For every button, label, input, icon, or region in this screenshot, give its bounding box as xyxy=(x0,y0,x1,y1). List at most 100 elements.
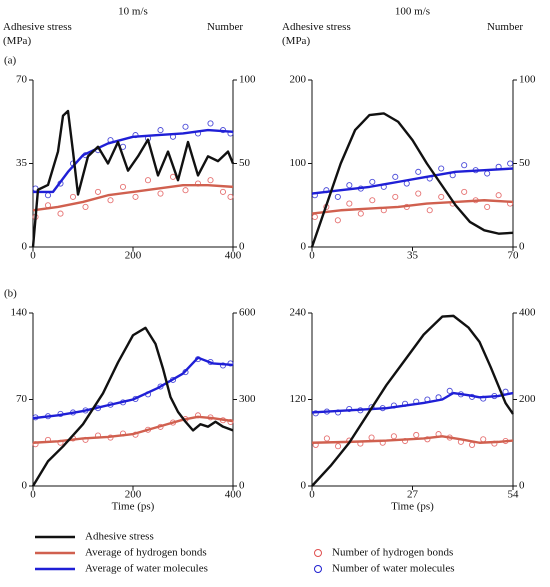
axis-title: Adhesive stress (MPa) xyxy=(282,21,351,47)
data-point xyxy=(507,160,514,167)
data-point xyxy=(415,190,422,197)
data-point xyxy=(346,200,353,207)
data-point xyxy=(219,188,227,195)
x-axis-title: Time (ps) xyxy=(391,501,434,513)
legend-label: Average of water molecules xyxy=(85,563,208,575)
legend-label: Number of water molecules xyxy=(332,563,454,575)
y-tick-label: 0 xyxy=(301,241,307,253)
y-tick-label: 120 xyxy=(290,393,307,405)
y-tick-label: 0 xyxy=(22,241,28,253)
column-title: 100 m/s xyxy=(395,6,430,18)
data-point xyxy=(334,193,341,200)
y2-tick-label: 50 xyxy=(519,157,531,169)
y-tick-label: 100 xyxy=(290,157,307,169)
x-tick-label: 200 xyxy=(125,250,142,262)
y2-tick-label: 0 xyxy=(239,241,245,253)
data-line xyxy=(32,415,234,444)
data-point xyxy=(390,433,397,440)
y2-tick-label: 300 xyxy=(239,393,256,405)
y2-tick-label: 0 xyxy=(519,480,525,492)
x-tick-label: 70 xyxy=(508,250,520,262)
data-point xyxy=(144,177,152,184)
legend-label: Adhesive stress xyxy=(85,531,154,543)
panel-label: (b) xyxy=(4,288,17,300)
data-point xyxy=(484,170,491,177)
data-point xyxy=(369,178,376,185)
data-point xyxy=(438,193,445,200)
panel-label: (a) xyxy=(4,55,17,67)
axis-title: Number xyxy=(206,21,243,33)
data-point xyxy=(392,193,399,200)
x-tick-label: 0 xyxy=(30,250,36,262)
data-point xyxy=(132,193,139,200)
data-line xyxy=(311,199,514,215)
y-tick-label: 140 xyxy=(11,307,28,319)
x-tick-label: 35 xyxy=(407,250,419,262)
y2-tick-label: 0 xyxy=(519,241,525,253)
data-point xyxy=(446,387,453,394)
data-point xyxy=(94,188,102,195)
data-point xyxy=(484,203,491,210)
data-point xyxy=(44,192,52,199)
data-point xyxy=(495,192,502,199)
x-axis-title: Time (ps) xyxy=(112,501,155,513)
data-line xyxy=(311,314,514,487)
legend-label: Average of hydrogen bonds xyxy=(85,547,207,559)
data-point xyxy=(82,203,89,210)
data-point xyxy=(157,127,164,134)
data-point xyxy=(469,441,476,448)
data-line xyxy=(31,109,235,248)
y2-tick-label: 200 xyxy=(519,393,536,405)
x-tick-label: 0 xyxy=(309,489,315,501)
data-point xyxy=(182,123,189,130)
data-point xyxy=(413,431,420,439)
axis-title: Adhesive stress (MPa) xyxy=(3,21,72,47)
data-point xyxy=(461,188,468,195)
data-point xyxy=(415,168,422,175)
data-point xyxy=(368,434,375,441)
y2-tick-label: 600 xyxy=(239,307,256,319)
data-point xyxy=(207,177,214,184)
y2-tick-label: 100 xyxy=(519,74,536,86)
x-tick-label: 400 xyxy=(225,250,242,262)
x-tick-label: 54 xyxy=(508,489,520,501)
legend-label: Number of hydrogen bonds xyxy=(332,547,453,559)
x-tick-label: 400 xyxy=(225,489,242,501)
y-tick-label: 240 xyxy=(290,307,307,319)
y-tick-label: 0 xyxy=(301,480,307,492)
data-point xyxy=(369,197,376,204)
data-point xyxy=(323,435,330,442)
data-point xyxy=(169,173,177,180)
data-line xyxy=(32,184,234,212)
data-point xyxy=(357,210,364,217)
data-point xyxy=(57,210,64,217)
data-line xyxy=(32,356,234,420)
x-tick-label: 27 xyxy=(407,489,419,501)
y-tick-label: 70 xyxy=(16,393,28,405)
data-point xyxy=(107,197,114,204)
data-point xyxy=(227,418,234,426)
data-line xyxy=(33,128,234,194)
data-point xyxy=(119,183,127,190)
data-line xyxy=(311,167,514,195)
y2-tick-label: 400 xyxy=(519,307,536,319)
y2-tick-label: 100 xyxy=(239,74,256,86)
data-point xyxy=(426,207,433,214)
data-line xyxy=(311,391,514,414)
axis-title: Number xyxy=(206,21,243,33)
data-point xyxy=(480,436,487,443)
x-tick-label: 0 xyxy=(309,250,315,262)
data-line xyxy=(310,112,514,248)
y-tick-label: 35 xyxy=(16,157,28,169)
x-tick-label: 200 xyxy=(125,489,142,501)
data-point xyxy=(157,383,164,390)
data-point xyxy=(334,217,341,224)
data-line xyxy=(31,326,234,487)
data-point xyxy=(461,162,468,169)
data-point xyxy=(182,187,189,194)
axis-title: Number xyxy=(487,21,523,33)
data-point xyxy=(392,173,399,180)
data-line xyxy=(311,435,514,444)
